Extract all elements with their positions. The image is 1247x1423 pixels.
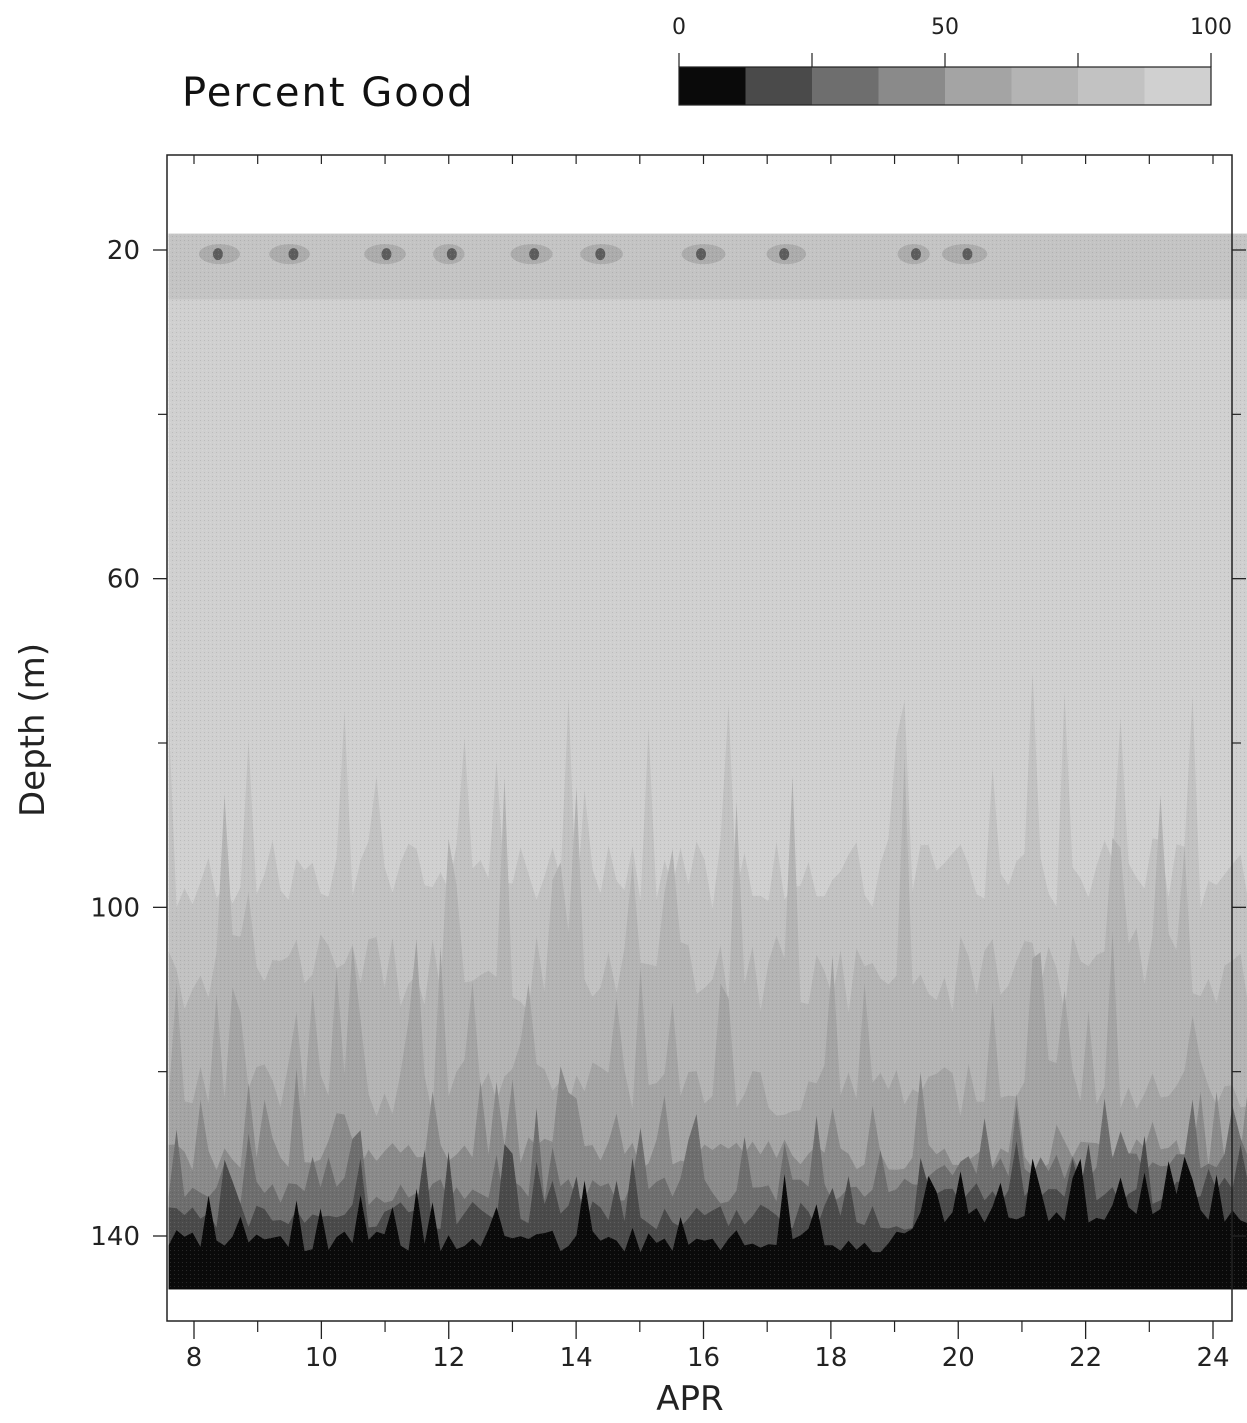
colorbar-swatch: [1078, 67, 1145, 105]
colorbar-swatch: [679, 67, 746, 105]
colorbar-swatch: [746, 67, 813, 105]
colorbar-tick-label: 0: [672, 15, 686, 40]
x-tick-label: 20: [942, 1343, 975, 1373]
y-axis-label: Depth (m): [13, 643, 53, 817]
texture-overlay: [169, 234, 1247, 1290]
x-tick-label: 22: [1069, 1343, 1102, 1373]
x-tick-label: 12: [432, 1343, 465, 1373]
colorbar-swatch: [1012, 67, 1079, 105]
colorbar-swatch: [945, 67, 1012, 105]
x-tick-label: 18: [814, 1343, 847, 1373]
colorbar-swatch: [812, 67, 879, 105]
y-tick-label: 60: [107, 565, 140, 595]
x-tick-label: 16: [687, 1343, 720, 1373]
x-tick-label: 10: [305, 1343, 338, 1373]
x-tick-label: 24: [1196, 1343, 1229, 1373]
y-tick-label: 140: [90, 1222, 140, 1252]
chart-title: Percent Good: [182, 70, 475, 116]
heatmap-field: [169, 234, 1247, 1292]
y-tick-label: 100: [90, 893, 140, 923]
colorbar-tick-label: 100: [1190, 15, 1232, 40]
x-tick-label: 8: [186, 1343, 203, 1373]
colorbar-legend: 0 50 100: [672, 15, 1232, 105]
x-tick-label: 14: [560, 1343, 593, 1373]
y-tick-label: 20: [107, 236, 140, 266]
plot-area: 8 10 12 14 16 18 20 22 24 20 60 100 140: [90, 155, 1247, 1373]
x-axis-label: APR: [656, 1379, 723, 1419]
colorbar-swatch: [1145, 67, 1212, 105]
colorbar-tick-label: 50: [931, 15, 959, 40]
colorbar-swatch: [879, 67, 946, 105]
